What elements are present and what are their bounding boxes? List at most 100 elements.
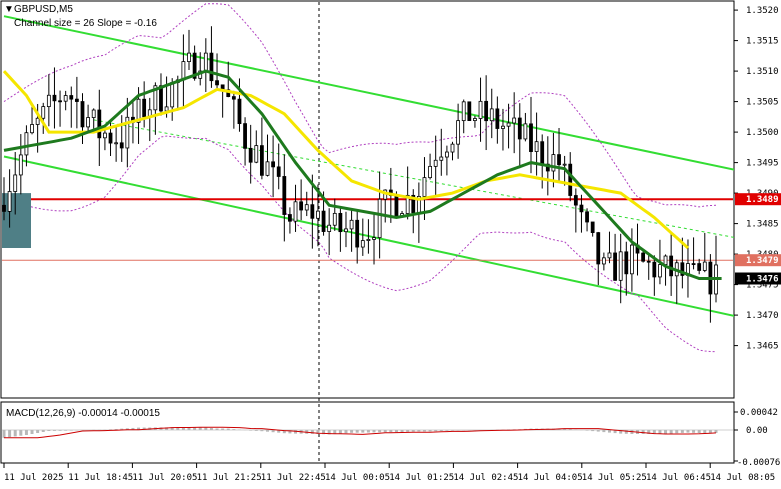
macd-scale-zero: 0.00	[746, 426, 768, 436]
candle-body	[344, 228, 348, 233]
candle-body	[456, 120, 461, 145]
candle-body	[192, 52, 197, 79]
candle-body	[74, 98, 79, 102]
candle-body	[495, 108, 500, 129]
envelope-upper	[3, 3, 717, 208]
symbol-label: GBPUSD,M5	[14, 4, 73, 15]
candle-body	[332, 212, 337, 226]
candle-body	[293, 201, 298, 222]
candle-body	[327, 224, 332, 232]
macd-signal-line	[4, 426, 717, 439]
candle-body	[691, 263, 696, 265]
candle-body	[478, 100, 483, 119]
candle-body	[613, 252, 617, 281]
bollinger-envelope	[3, 3, 717, 353]
candle-body	[35, 117, 40, 125]
price-marker-box	[735, 272, 781, 285]
candle-body	[372, 237, 376, 240]
candle-body	[473, 118, 477, 121]
candle-body	[444, 151, 449, 158]
channel-info-label: Channel size = 26 Slope = -0.16	[14, 18, 157, 29]
menu-arrow-icon[interactable]: ▼	[4, 4, 14, 15]
price-marker-label: 1.3476	[746, 275, 779, 285]
price-tick-label: 1.3475	[746, 281, 779, 291]
candle-body	[159, 85, 163, 112]
channel-upper-line	[3, 15, 734, 171]
price-tick-label: 1.3485	[746, 220, 779, 230]
candle-body	[119, 142, 124, 149]
candle-body	[669, 255, 674, 277]
candle-body	[237, 98, 242, 125]
candle-body	[355, 219, 360, 248]
candle-body	[534, 141, 539, 152]
time-tick-label: 11 Jul 18:45	[68, 473, 133, 483]
candle-body	[545, 163, 550, 172]
candle-body	[579, 204, 584, 213]
candle-body	[585, 211, 589, 223]
price-axis: 1.3520 1.3515 1.3510 1.3505 1.3500 1.3495 1.34…	[734, 6, 779, 352]
macd-scale-top: 0.00042	[740, 408, 778, 418]
candle-body	[41, 106, 46, 119]
main-panel-frame	[0, 0, 735, 399]
regression-channel	[3, 15, 734, 317]
candle-body	[7, 191, 12, 212]
candle-body	[540, 141, 545, 165]
candle-body	[299, 201, 304, 211]
price-tick-label: 1.3465	[746, 342, 779, 352]
price-marker-box	[735, 254, 781, 267]
price-tick-label: 1.3515	[746, 37, 779, 47]
price-tick-label: 1.3470	[746, 311, 779, 321]
candle-body	[63, 95, 68, 102]
candle-body	[568, 163, 573, 196]
fast-moving-average	[3, 69, 722, 280]
candle-body	[248, 147, 253, 163]
candle-body	[108, 132, 113, 144]
candle-body	[590, 221, 595, 233]
candle-body	[187, 52, 191, 62]
candle-body	[271, 161, 276, 168]
candle-body	[310, 204, 315, 219]
marker-box	[2, 193, 31, 248]
slow-moving-average	[2, 70, 690, 250]
candle-body	[467, 101, 472, 121]
candle-body	[428, 165, 432, 179]
candle-body	[630, 244, 634, 275]
macd-histogram	[2, 427, 718, 438]
candle-body	[142, 98, 147, 118]
price-marker-box	[735, 193, 781, 206]
time-tick-label: 14 Jul 00:05	[325, 473, 390, 483]
candle-body	[484, 100, 489, 122]
candle-body	[114, 142, 119, 145]
price-tick-label: 1.3510	[746, 67, 779, 77]
candle-body	[658, 264, 662, 278]
candle-body	[304, 204, 309, 211]
candle-body	[450, 143, 455, 153]
time-tick-label: 14 Jul 06:45	[646, 473, 711, 483]
candle-body	[288, 214, 292, 222]
candle-body	[366, 238, 371, 241]
candle-body	[170, 82, 175, 108]
price-tick-label: 1.3505	[746, 98, 779, 108]
price-markers: 1.3489 1.3479 1.3476	[735, 193, 781, 285]
time-tick-label: 11 Jul 2025	[4, 473, 64, 483]
candle-body	[624, 251, 629, 275]
candle-body	[663, 255, 668, 266]
candle-body	[30, 124, 34, 134]
candle-body	[680, 262, 685, 276]
candle-body	[265, 161, 270, 176]
candle-body	[97, 109, 102, 139]
candle-body	[551, 154, 556, 172]
candle-body	[58, 100, 62, 103]
candle-body	[702, 261, 707, 271]
time-tick-label: 14 Jul 02:45	[453, 473, 518, 483]
time-tick-label: 11 Jul 22:45	[261, 473, 326, 483]
candle-body	[646, 260, 651, 263]
candle-body	[164, 106, 169, 112]
time-axis: 11 Jul 2025 11 Jul 18:45 11 Jul 20:05 11 Ju…	[3, 463, 775, 483]
candle-body	[422, 177, 427, 197]
candle-body	[13, 174, 18, 192]
candle-body	[52, 94, 57, 102]
candle-body	[562, 163, 567, 166]
candle-body	[618, 251, 623, 281]
